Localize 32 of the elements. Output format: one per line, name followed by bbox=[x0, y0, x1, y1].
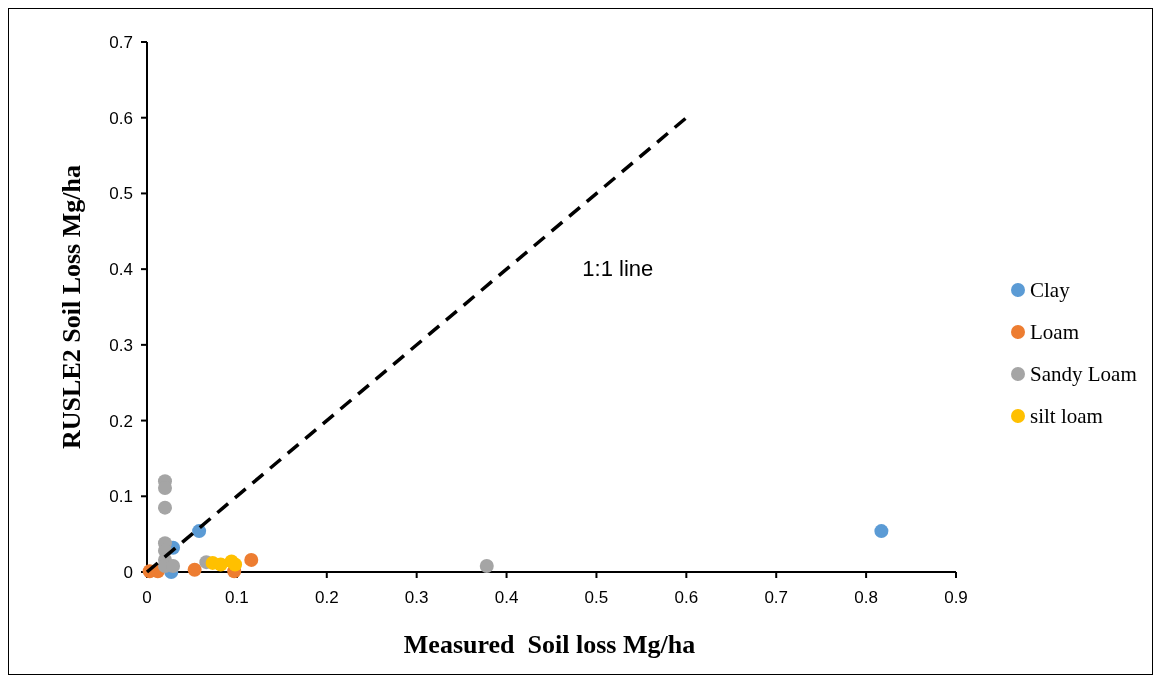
y-tick-label: 0.3 bbox=[109, 335, 133, 355]
x-tick-label: 0.6 bbox=[674, 588, 699, 607]
y-tick-label: 0.4 bbox=[109, 260, 133, 280]
x-tick-label: 0.1 bbox=[225, 588, 249, 607]
x-tick-label: 0.5 bbox=[584, 588, 609, 607]
x-tick-label: 0.3 bbox=[404, 588, 429, 607]
y-tick-label: 0.2 bbox=[109, 411, 133, 431]
point bbox=[187, 562, 202, 577]
x-tick-label: 0.8 bbox=[854, 588, 878, 607]
point bbox=[228, 557, 243, 572]
point bbox=[244, 552, 259, 567]
annotation: 1:1 line bbox=[582, 256, 654, 282]
legend-label: Sandy Loam bbox=[1030, 362, 1137, 387]
x-tick-label: 0.7 bbox=[764, 588, 789, 607]
point bbox=[192, 524, 207, 539]
point bbox=[479, 558, 494, 573]
point bbox=[157, 500, 172, 515]
y-axis-title: RUSLE2 Soil Loss Mg/ha bbox=[57, 165, 86, 449]
x-tick-label: 0.2 bbox=[314, 588, 339, 607]
y-tick-label: 0.5 bbox=[109, 184, 133, 204]
legend-label: silt loam bbox=[1030, 404, 1103, 429]
x-tick-label: 0 bbox=[142, 588, 152, 607]
y-tick-label: 0.1 bbox=[109, 487, 133, 507]
legend-label: Loam bbox=[1030, 320, 1079, 345]
x-tick-label: 0.9 bbox=[944, 588, 968, 607]
y-tick-label: 0 bbox=[123, 562, 133, 582]
x-axis-title: Measured Soil loss Mg/ha bbox=[403, 630, 696, 659]
legend-label: Clay bbox=[1030, 278, 1071, 303]
y-tick-label: 0.7 bbox=[109, 32, 133, 52]
x-tick-label: 0.4 bbox=[494, 588, 519, 607]
y-tick-label: 0.6 bbox=[109, 108, 133, 128]
point bbox=[874, 524, 889, 539]
